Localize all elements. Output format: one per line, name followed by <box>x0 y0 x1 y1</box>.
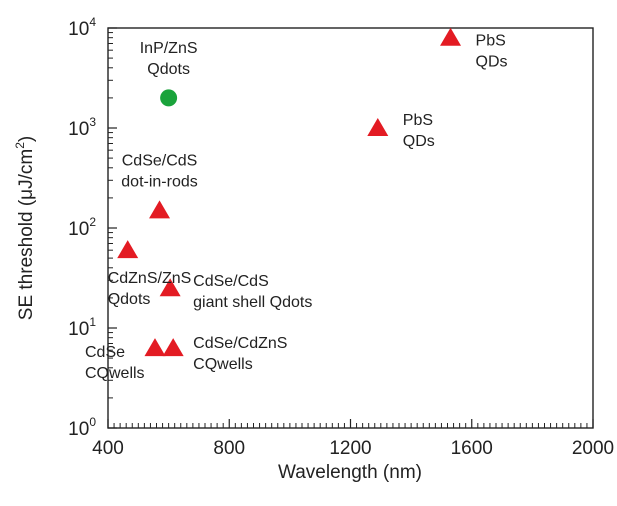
point-label: CdSe <box>85 344 125 361</box>
point-label: InP/ZnS <box>140 40 198 57</box>
point-label: giant shell Qdots <box>193 294 312 311</box>
point-label: QDs <box>403 133 435 150</box>
y-axis-title-close: ) <box>16 136 37 142</box>
x-axis-title: Wavelength (nm) <box>278 462 422 483</box>
y-tick-label: 101 <box>68 315 96 340</box>
point-label: PbS <box>476 33 506 50</box>
data-point-triangle <box>117 240 139 259</box>
y-axis-title: SE threshold (μJ/cm2) <box>13 136 37 320</box>
plot-frame <box>107 27 594 429</box>
point-label: dot-in-rods <box>121 173 197 190</box>
point-label: CdSe/CdS <box>193 273 269 290</box>
point-label: Qdots <box>147 61 190 78</box>
point-label: CQwells <box>85 365 145 382</box>
y-tick-label: 100 <box>68 415 96 440</box>
data-markers <box>117 27 462 357</box>
y-tick-label: 103 <box>68 115 96 140</box>
tick-labels: 400 800 1200 1600 2000 100 101 102 103 104 <box>68 15 614 459</box>
point-label: PbS <box>403 112 433 129</box>
x-tick-label: 1600 <box>451 438 493 459</box>
x-tick-label: 400 <box>92 438 124 459</box>
axis-ticks <box>107 27 594 429</box>
point-label: CdZnS/ZnS <box>108 270 192 287</box>
y-tick-label: 104 <box>68 15 96 40</box>
y-axis-title-sup: 2 <box>13 142 27 149</box>
data-point-triangle <box>440 27 462 46</box>
x-tick-label: 1200 <box>329 438 371 459</box>
point-label: CdSe/CdS <box>122 152 198 169</box>
data-point-triangle <box>149 200 171 219</box>
data-point-circle <box>160 89 178 107</box>
y-axis-title-main: SE threshold (μJ/cm <box>16 149 37 320</box>
point-label: QDs <box>476 54 508 71</box>
data-point-triangle <box>144 338 166 357</box>
point-annotations: InP/ZnS Qdots PbS QDs PbS QDs CdSe/CdS dot-in-r… <box>85 33 508 382</box>
y-tick-label: 102 <box>68 215 96 240</box>
point-label: Qdots <box>108 291 151 308</box>
x-tick-label: 800 <box>213 438 245 459</box>
point-label: CdSe/CdZnS <box>193 335 287 352</box>
data-point-triangle <box>162 338 184 357</box>
data-point-triangle <box>159 278 181 297</box>
data-point-triangle <box>367 118 389 136</box>
x-tick-label: 2000 <box>572 438 614 459</box>
point-label: CQwells <box>193 356 253 373</box>
